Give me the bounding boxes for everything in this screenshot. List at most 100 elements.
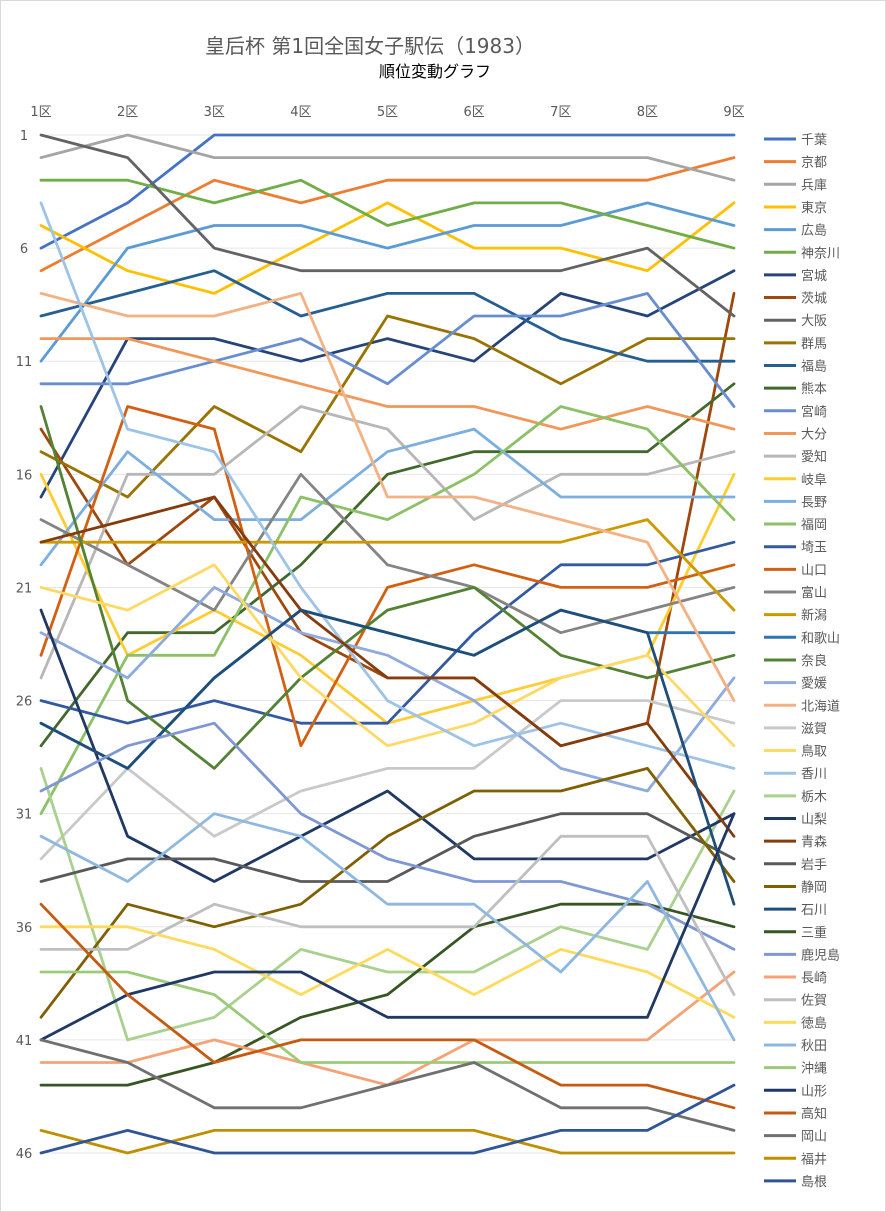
series-line-13	[39, 337, 736, 431]
series-line-21	[39, 518, 736, 612]
series-line-44	[39, 1038, 736, 1132]
legend-label: 大分	[801, 427, 827, 442]
legend-label: 岩手	[801, 858, 827, 873]
legend-label: 奈良	[801, 653, 827, 669]
legend-item: 和歌山	[764, 631, 840, 646]
legend-label: 石川	[801, 903, 827, 918]
legend-label: 山梨	[801, 813, 827, 828]
series-line-24	[39, 586, 736, 793]
series-line-42	[39, 812, 736, 1042]
legend-item: 長野	[764, 495, 827, 510]
series-line-12	[39, 291, 736, 408]
legend-label: 香川	[801, 767, 827, 782]
legend-item: 茨城	[764, 292, 827, 307]
series-line-25	[39, 291, 736, 702]
series-line-6	[39, 269, 736, 499]
legend-item: 富山	[764, 585, 827, 601]
legend-item: 兵庫	[764, 178, 827, 193]
x-tick-label: 3区	[204, 105, 225, 120]
legend-item: 千葉	[764, 133, 827, 148]
legend-label: 島根	[801, 1175, 827, 1190]
legend-label: 福井	[801, 1152, 827, 1167]
y-tick-label: 21	[16, 581, 33, 596]
legend-item: 愛知	[764, 449, 827, 465]
legend-item: 香川	[764, 767, 827, 782]
legend-item: 滋賀	[764, 722, 827, 737]
legend-item: 広島	[764, 224, 827, 239]
x-tick-label: 4区	[290, 105, 311, 120]
legend-item: 静岡	[764, 880, 827, 895]
legend-label: 愛媛	[801, 677, 827, 692]
y-tick-label: 1	[20, 129, 28, 144]
y-tick-label: 31	[16, 808, 33, 823]
legend-label: 静岡	[801, 880, 827, 895]
chart-subtitle: 順位変動グラフ	[378, 62, 491, 81]
legend-label: 富山	[801, 585, 827, 601]
legend-label: 愛知	[801, 449, 827, 465]
legend-item: 青森	[764, 835, 827, 850]
legend-label: 千葉	[801, 133, 827, 148]
legend: 千葉京都兵庫東京広島神奈川宮城茨城大阪群馬福島熊本宮崎大分愛知岐阜長野福岡埼玉山…	[764, 133, 840, 1190]
legend-item: 沖縄	[764, 1062, 827, 1077]
legend-label: 鳥取	[801, 745, 827, 760]
legend-label: 鹿児島	[801, 947, 840, 963]
legend-label: 佐賀	[801, 994, 827, 1009]
legend-item: 奈良	[764, 653, 827, 669]
x-tick-label: 9区	[723, 105, 744, 120]
series-line-23	[39, 405, 736, 770]
series-line-32	[39, 812, 736, 883]
series-line-43	[39, 902, 736, 1110]
legend-item: 京都	[764, 156, 827, 171]
legend-label: 広島	[801, 224, 827, 239]
series-line-10	[39, 269, 736, 363]
series-line-18	[39, 540, 736, 725]
series-line-33	[39, 767, 736, 1019]
legend-label: 東京	[801, 200, 827, 216]
x-tick-label: 8区	[637, 105, 658, 120]
y-tick-label: 11	[16, 355, 33, 370]
series-line-40	[39, 812, 736, 1042]
legend-item: 岡山	[764, 1130, 827, 1145]
legend-item: 鳥取	[764, 745, 827, 760]
legend-label: 山口	[801, 563, 827, 578]
x-tick-label: 1区	[30, 105, 51, 120]
legend-item: 愛媛	[764, 677, 827, 692]
y-tick-label: 26	[16, 695, 33, 710]
legend-label: 秋田	[801, 1039, 827, 1054]
series-line-39	[39, 925, 736, 1019]
series-line-19	[39, 405, 736, 748]
legend-item: 山梨	[764, 813, 827, 828]
legend-label: 茨城	[801, 292, 827, 307]
legend-item: 北海道	[764, 699, 840, 714]
legend-item: 埼玉	[764, 541, 827, 556]
legend-item: 鹿児島	[764, 947, 840, 963]
series-line-11	[39, 382, 736, 748]
legend-item: 大分	[764, 427, 827, 442]
series-line-2	[39, 133, 736, 182]
series-line-30	[39, 608, 736, 883]
legend-label: 高知	[801, 1106, 827, 1122]
legend-item: 福島	[764, 360, 827, 375]
series-line-16	[39, 427, 736, 567]
chart-title: 皇后杯 第1回全国女子駅伝（1983）	[205, 34, 535, 58]
x-axis-labels: 1区 2区 3区 4区 5区 6区 7区 8区 9区	[30, 105, 744, 120]
legend-label: 大阪	[801, 314, 827, 329]
legend-item: 神奈川	[764, 246, 840, 261]
legend-item: 山口	[764, 563, 827, 578]
x-tick-label: 5区	[377, 105, 398, 120]
legend-item: 栃木	[764, 790, 827, 805]
legend-label: 宮崎	[801, 404, 827, 420]
series-line-45	[39, 1129, 736, 1155]
legend-label: 三重	[801, 925, 827, 941]
x-tick-label: 7区	[550, 105, 571, 120]
series-line-41	[39, 970, 736, 1064]
series-line-1	[39, 156, 736, 273]
legend-label: 福岡	[801, 518, 827, 533]
series-line-36	[39, 721, 736, 951]
series-line-46	[39, 1083, 736, 1155]
legend-item: 宮城	[764, 268, 827, 284]
legend-label: 神奈川	[801, 246, 840, 261]
y-tick-label: 41	[16, 1034, 33, 1049]
legend-label: 栃木	[801, 790, 827, 805]
